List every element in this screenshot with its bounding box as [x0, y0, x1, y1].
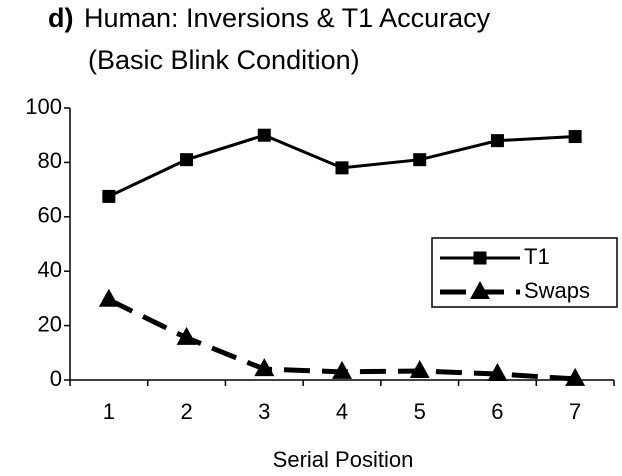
data-point: [565, 367, 586, 386]
legend-marker: [470, 281, 490, 299]
y-tick-label: 40: [38, 257, 62, 282]
y-tick-label: 0: [50, 366, 62, 391]
y-tick-label: 20: [38, 311, 62, 336]
data-point: [180, 153, 194, 167]
chart-title: Human: Inversions & T1 Accuracy: [84, 3, 491, 33]
data-point: [98, 288, 119, 307]
data-point: [257, 128, 271, 142]
y-tick-label: 80: [38, 148, 62, 173]
x-tick-label: 1: [103, 399, 115, 424]
y-tick-label: 100: [25, 94, 62, 119]
data-point: [254, 358, 275, 377]
data-point: [487, 363, 508, 382]
legend-label: Swaps: [524, 278, 590, 303]
x-tick-label: 6: [491, 399, 503, 424]
data-point: [568, 130, 582, 144]
x-tick-label: 3: [258, 399, 270, 424]
y-tick-label: 60: [38, 203, 62, 228]
x-tick-label: 4: [336, 399, 348, 424]
legend-label: T1: [524, 244, 550, 269]
data-point: [332, 360, 352, 379]
chart-subtitle: (Basic Blink Condition): [88, 45, 360, 75]
data-point: [409, 360, 430, 379]
x-tick-label: 2: [180, 399, 192, 424]
data-point: [335, 161, 349, 175]
legend-box: [431, 237, 618, 308]
x-axis-label: Serial Position: [273, 447, 414, 472]
data-point: [176, 326, 197, 345]
x-tick-label: 7: [569, 399, 581, 424]
x-tick-label: 5: [414, 399, 426, 424]
data-point: [102, 189, 116, 203]
legend-marker: [473, 251, 487, 265]
data-point: [413, 153, 427, 167]
data-point: [490, 134, 504, 148]
panel-label: d): [48, 3, 73, 33]
